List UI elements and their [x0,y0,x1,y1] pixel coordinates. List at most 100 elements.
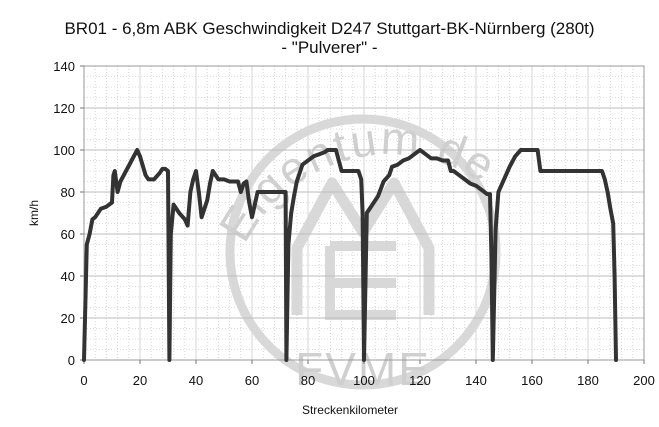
data-point [240,191,242,193]
data-point [172,203,175,206]
data-point [382,180,385,183]
x-tick-label: 40 [189,373,203,388]
data-point [613,275,616,277]
data-point [237,180,239,183]
data-point [91,218,94,221]
y-tick-label: 60 [61,227,75,242]
y-tick-label: 0 [68,353,75,368]
x-axis-label: Streckenkilometer [302,403,398,417]
data-point [363,359,365,361]
data-point [408,157,410,160]
x-tick-label: 0 [80,373,87,388]
data-point [340,170,343,172]
data-point [262,191,265,193]
data-point [285,359,288,361]
x-tick-label: 140 [465,373,487,388]
data-point [242,182,245,185]
data-point [391,166,393,168]
data-point [234,180,236,183]
data-point [494,229,497,231]
data-point [301,163,304,166]
data-point [514,155,516,158]
data-point [125,170,127,172]
data-point [606,191,609,193]
data-point [324,151,326,153]
watermark: Eigentum der FVME [0,0,504,395]
data-point [86,243,88,246]
data-point [326,149,329,151]
data-point [88,233,91,235]
data-point [587,170,589,172]
data-point [490,254,493,256]
grid [83,65,645,361]
x-tick-label: 20 [133,373,147,388]
data-point [200,216,203,218]
data-point [559,170,561,172]
data-point [312,155,315,158]
data-point [458,174,461,176]
data-point [167,170,169,172]
data-point [147,178,150,181]
y-tick-label: 80 [61,185,75,200]
data-point [168,359,171,361]
data-point [346,170,349,172]
x-axis: 0 20 40 60 80 100 120 140 160 180 200 [80,360,655,388]
data-point [419,149,421,151]
y-axis: 0 20 40 60 80 100 120 140 [53,59,84,368]
data-point [531,149,533,151]
data-point [178,212,180,214]
data-point [111,201,113,204]
data-point [195,170,197,172]
data-point [525,149,528,151]
x-tick-label: 200 [633,373,655,388]
data-point [256,191,259,193]
data-point [360,178,363,181]
data-point [542,170,544,172]
data-point [153,178,155,181]
data-point [139,155,141,158]
data-point [388,174,391,176]
data-point [366,212,368,214]
data-point [497,191,500,193]
y-tick-label: 20 [61,311,75,326]
data-point [119,180,122,183]
data-point [164,168,166,170]
data-point [144,174,147,176]
y-tick-label: 140 [53,59,75,74]
y-axis-label: km/h [27,200,41,226]
data-point [352,170,354,172]
data-point [296,180,298,183]
data-point [447,159,449,162]
data-point [609,208,612,210]
data-point [441,159,444,162]
data-point [377,195,379,197]
data-point [287,243,290,246]
data-point [361,212,364,214]
data-point [452,170,455,172]
data-point [189,191,192,193]
data-point [114,170,116,172]
data-point [228,180,231,183]
data-point [184,218,186,221]
data-point [520,149,522,151]
data-point [489,193,491,195]
data-point [136,149,138,151]
data-point [284,191,287,193]
data-point [206,199,208,202]
data-point [83,359,85,361]
data-point [413,153,416,155]
chart-title: BR01 - 6,8m ABK Geschwindigkeit D247 Stu… [64,19,595,38]
data-point [170,233,172,235]
data-point [430,157,433,160]
data-point [503,178,505,181]
data-point [293,195,295,197]
data-point [475,184,477,187]
chart-subtitle: - "Pulverer" - [281,38,378,57]
data-point [307,159,309,162]
x-tick-label: 80 [301,373,315,388]
y-tick-label: 40 [61,269,75,284]
data-point [492,359,494,361]
data-point [601,170,603,172]
series-line [82,148,618,362]
